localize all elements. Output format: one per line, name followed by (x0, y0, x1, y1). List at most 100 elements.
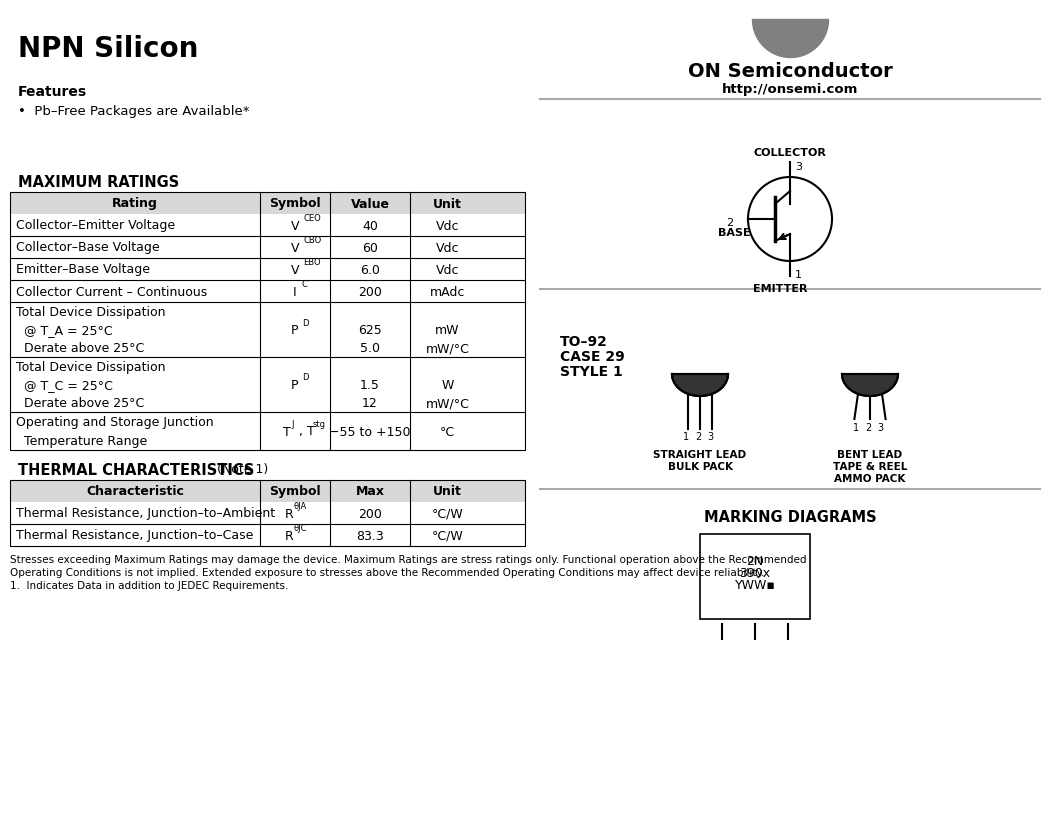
Text: Features: Features (18, 85, 87, 99)
Text: Thermal Resistance, Junction–to–Case: Thermal Resistance, Junction–to–Case (16, 529, 254, 542)
Text: Collector–Base Voltage: Collector–Base Voltage (16, 242, 160, 254)
Text: CEO: CEO (303, 214, 321, 222)
Text: D: D (302, 319, 308, 327)
Text: V: V (290, 263, 299, 276)
Text: NPN Silicon: NPN Silicon (18, 35, 199, 63)
Polygon shape (842, 375, 898, 396)
Text: MAXIMUM RATINGS: MAXIMUM RATINGS (18, 175, 179, 190)
Text: 6.0: 6.0 (360, 263, 380, 276)
Text: Derate above 25°C: Derate above 25°C (24, 397, 144, 410)
Text: 5.0: 5.0 (360, 342, 380, 355)
Text: COLLECTOR: COLLECTOR (753, 148, 827, 158)
Text: 3: 3 (707, 431, 713, 441)
Text: 60: 60 (362, 242, 378, 254)
Text: stg: stg (313, 420, 326, 429)
Text: mW/°C: mW/°C (426, 342, 469, 355)
Text: AMMO PACK: AMMO PACK (834, 473, 906, 483)
Bar (11, 193, 525, 215)
Text: EBO: EBO (303, 257, 321, 267)
Text: mW/°C: mW/°C (426, 397, 469, 410)
Bar (11, 193, 525, 451)
Text: 625: 625 (358, 324, 382, 337)
Text: 2: 2 (695, 431, 701, 441)
Text: 1.5: 1.5 (360, 379, 380, 391)
Text: mW: mW (436, 324, 460, 337)
Text: 200: 200 (358, 285, 382, 298)
Text: •  Pb–Free Packages are Available*: • Pb–Free Packages are Available* (18, 104, 249, 118)
Text: 2: 2 (726, 217, 733, 227)
Text: STRAIGHT LEAD: STRAIGHT LEAD (653, 450, 747, 460)
Text: Vdc: Vdc (436, 219, 460, 232)
Text: (Note 1): (Note 1) (213, 462, 268, 476)
Text: , T: , T (299, 425, 315, 438)
Text: 1: 1 (683, 431, 689, 441)
Text: Thermal Resistance, Junction–to–Ambient: Thermal Resistance, Junction–to–Ambient (16, 507, 276, 520)
Text: 2N: 2N (746, 554, 764, 568)
Polygon shape (672, 375, 728, 396)
Text: Rating: Rating (113, 197, 158, 210)
Text: V: V (290, 219, 299, 232)
Text: Vdc: Vdc (436, 263, 460, 276)
Text: °C/W: °C/W (431, 507, 463, 520)
Text: YWW▪: YWW▪ (734, 579, 775, 591)
Text: BENT LEAD: BENT LEAD (837, 450, 903, 460)
Text: @ T_C = 25°C: @ T_C = 25°C (24, 379, 113, 391)
Text: 83.3: 83.3 (357, 529, 384, 542)
Text: Vdc: Vdc (436, 242, 460, 254)
Text: Unit: Unit (433, 197, 462, 210)
Text: Max: Max (356, 485, 384, 498)
Text: 390x: 390x (740, 566, 770, 579)
Text: Unit: Unit (433, 485, 462, 498)
Text: CBO: CBO (303, 236, 321, 245)
Text: 1: 1 (853, 422, 859, 432)
Bar (11, 481, 525, 547)
Text: @ T_A = 25°C: @ T_A = 25°C (24, 324, 113, 337)
Text: mAdc: mAdc (430, 285, 465, 298)
Text: −55 to +150: −55 to +150 (329, 425, 410, 438)
Text: Operating Conditions is not implied. Extended exposure to stresses above the Rec: Operating Conditions is not implied. Ext… (11, 568, 765, 578)
Text: Value: Value (350, 197, 389, 210)
Text: STYLE 1: STYLE 1 (560, 364, 623, 379)
Text: W: W (441, 379, 453, 391)
Text: °C/W: °C/W (431, 529, 463, 542)
Text: Total Device Dissipation: Total Device Dissipation (16, 360, 165, 373)
Text: R: R (284, 507, 294, 520)
Text: Emitter–Base Voltage: Emitter–Base Voltage (16, 263, 150, 276)
Text: CASE 29: CASE 29 (560, 349, 625, 364)
Text: 40: 40 (362, 219, 378, 232)
Text: P: P (291, 324, 299, 337)
Text: TO–92: TO–92 (560, 334, 608, 349)
Text: BASE: BASE (719, 227, 751, 237)
Text: J: J (291, 420, 294, 429)
Text: Characteristic: Characteristic (86, 485, 184, 498)
Text: MARKING DIAGRAMS: MARKING DIAGRAMS (704, 509, 876, 524)
Text: Total Device Dissipation: Total Device Dissipation (16, 305, 165, 319)
Text: 12: 12 (362, 397, 378, 410)
Text: Collector–Emitter Voltage: Collector–Emitter Voltage (16, 219, 175, 232)
Text: 3: 3 (877, 422, 883, 432)
Text: P: P (291, 379, 299, 391)
Text: http://onsemi.com: http://onsemi.com (722, 83, 858, 96)
Text: 2: 2 (865, 422, 871, 432)
Text: EMITTER: EMITTER (753, 283, 807, 293)
Text: °C: °C (440, 425, 456, 438)
Text: Collector Current – Continuous: Collector Current – Continuous (16, 285, 207, 298)
Bar (700, 534, 810, 619)
Text: THERMAL CHARACTERISTICS: THERMAL CHARACTERISTICS (18, 462, 255, 477)
Text: ON Semiconductor: ON Semiconductor (688, 62, 892, 81)
Text: 1.  Indicates Data in addition to JEDEC Requirements.: 1. Indicates Data in addition to JEDEC R… (11, 580, 288, 590)
Text: V: V (290, 242, 299, 254)
Text: I: I (294, 285, 297, 298)
Text: T: T (283, 425, 291, 438)
Text: Stresses exceeding Maximum Ratings may damage the device. Maximum Ratings are st: Stresses exceeding Maximum Ratings may d… (11, 554, 807, 564)
Text: C: C (301, 280, 307, 288)
Text: Symbol: Symbol (269, 197, 321, 210)
Text: 3: 3 (795, 162, 802, 171)
Text: BULK PACK: BULK PACK (668, 461, 732, 472)
Text: Operating and Storage Junction: Operating and Storage Junction (16, 415, 214, 429)
Text: Temperature Range: Temperature Range (24, 435, 147, 447)
Text: D: D (302, 373, 308, 382)
Text: 200: 200 (358, 507, 382, 520)
Text: 1: 1 (795, 270, 802, 280)
Text: TAPE & REEL: TAPE & REEL (833, 461, 907, 472)
